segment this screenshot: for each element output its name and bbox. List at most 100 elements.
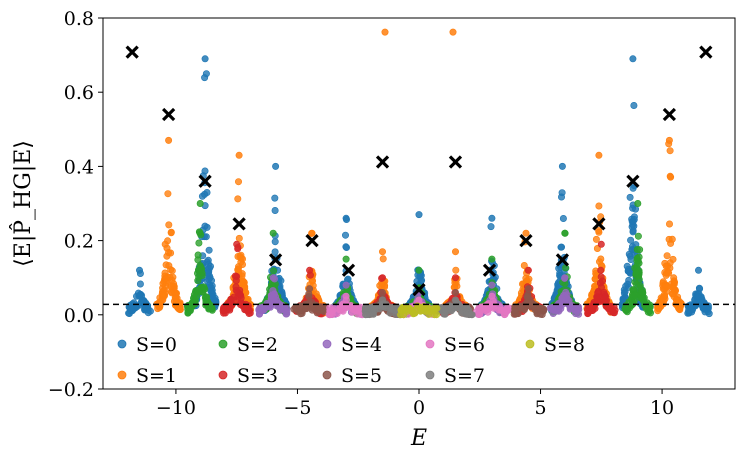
peak-point-S5 — [451, 288, 459, 296]
legend-swatch — [322, 339, 332, 349]
x-marker — [125, 45, 139, 59]
point-S1 — [164, 237, 172, 245]
point-S2 — [195, 228, 203, 236]
peak-point-S0 — [694, 266, 702, 274]
point-S0 — [198, 192, 206, 200]
y-tick-label: 0.0 — [64, 305, 94, 327]
peak-point-S7 — [451, 296, 459, 304]
x-marker — [592, 217, 606, 231]
point-S1 — [663, 282, 671, 290]
peak-point-S3 — [524, 266, 532, 274]
point-S1 — [666, 259, 674, 267]
x-marker — [555, 253, 570, 267]
point-S1 — [168, 282, 176, 290]
legend-label: S=8 — [544, 334, 585, 356]
x-marker — [198, 174, 212, 188]
point-S3 — [227, 297, 235, 305]
legend-entry-S1: S=1 — [117, 365, 177, 387]
y-tick-label: −0.2 — [48, 379, 94, 401]
x-marker — [161, 107, 176, 122]
point-S6 — [477, 305, 485, 313]
point-S0 — [271, 207, 279, 215]
point-S1 — [595, 227, 603, 235]
point-S1 — [666, 147, 674, 155]
peak-point-S7 — [378, 296, 386, 304]
point-S0 — [625, 276, 633, 284]
x-tick-label: 5 — [534, 397, 546, 419]
x-tick-label: 10 — [650, 397, 674, 419]
point-S0 — [555, 264, 563, 272]
x-markers — [125, 45, 713, 297]
peak-point-S4 — [269, 274, 277, 282]
point-S5 — [517, 304, 525, 312]
point-S1 — [660, 291, 668, 299]
point-S8 — [403, 304, 411, 312]
x-marker — [699, 45, 713, 59]
peak-point-S6 — [415, 296, 423, 304]
peak-point-S6 — [488, 292, 496, 300]
peak-point-S4 — [561, 274, 569, 282]
point-S2 — [633, 257, 641, 265]
peak-point-S0 — [201, 55, 209, 63]
point-S0 — [627, 236, 635, 244]
point-S2 — [196, 261, 204, 269]
point-S1 — [667, 173, 675, 181]
point-S0 — [139, 296, 147, 304]
peak-point-S0 — [558, 162, 566, 170]
point-S1 — [235, 178, 243, 186]
y-tick-label: 0.4 — [64, 156, 94, 178]
point-S4 — [255, 310, 263, 318]
point-S1 — [520, 261, 528, 269]
point-S6 — [485, 305, 493, 313]
outlier-point-S1 — [381, 28, 389, 36]
point-S0 — [694, 293, 702, 301]
point-S0 — [271, 248, 279, 256]
peak-point-S1 — [235, 151, 243, 159]
point-S0 — [557, 243, 565, 251]
peak-point-S5 — [306, 285, 314, 293]
point-S0 — [136, 280, 144, 288]
point-S0 — [271, 238, 279, 246]
point-S1 — [452, 266, 460, 274]
point-S1 — [379, 255, 387, 263]
point-S5 — [305, 299, 313, 307]
point-S0 — [271, 194, 279, 202]
peak-point-S1 — [165, 136, 173, 144]
x-tick-label: 0 — [413, 397, 425, 419]
peak-point-S5 — [378, 288, 386, 296]
point-S0 — [626, 269, 634, 277]
point-S1 — [523, 277, 531, 285]
x-marker — [519, 233, 533, 248]
peak-point-S1 — [308, 229, 316, 237]
point-S2 — [195, 239, 203, 247]
point-S1 — [165, 221, 173, 229]
point-S3 — [605, 304, 613, 312]
peak-point-S0 — [415, 211, 423, 219]
point-S1 — [592, 235, 600, 243]
point-S3 — [232, 277, 240, 285]
x-marker — [662, 107, 677, 122]
point-S0 — [627, 255, 635, 263]
point-S1 — [669, 290, 677, 298]
point-S1 — [164, 190, 172, 198]
point-S2 — [639, 295, 647, 303]
point-S0 — [202, 70, 210, 78]
x-marker — [341, 263, 356, 277]
point-S1 — [237, 254, 245, 262]
point-S1 — [234, 195, 242, 203]
legend-swatch — [117, 370, 127, 380]
legend-entry-S0: S=0 — [117, 334, 177, 356]
point-S1 — [670, 278, 678, 286]
point-S0 — [629, 217, 637, 225]
point-S0 — [487, 223, 495, 231]
legend-swatch — [525, 339, 535, 349]
legend-swatch — [117, 339, 127, 349]
x-marker — [375, 155, 390, 169]
point-S3 — [244, 307, 252, 315]
peak-point-S3 — [378, 274, 386, 282]
peak-point-S2 — [269, 229, 277, 237]
peak-point-S4 — [342, 281, 350, 289]
x-marker — [268, 253, 283, 267]
point-S0 — [208, 286, 216, 294]
legend-swatch — [425, 370, 435, 380]
